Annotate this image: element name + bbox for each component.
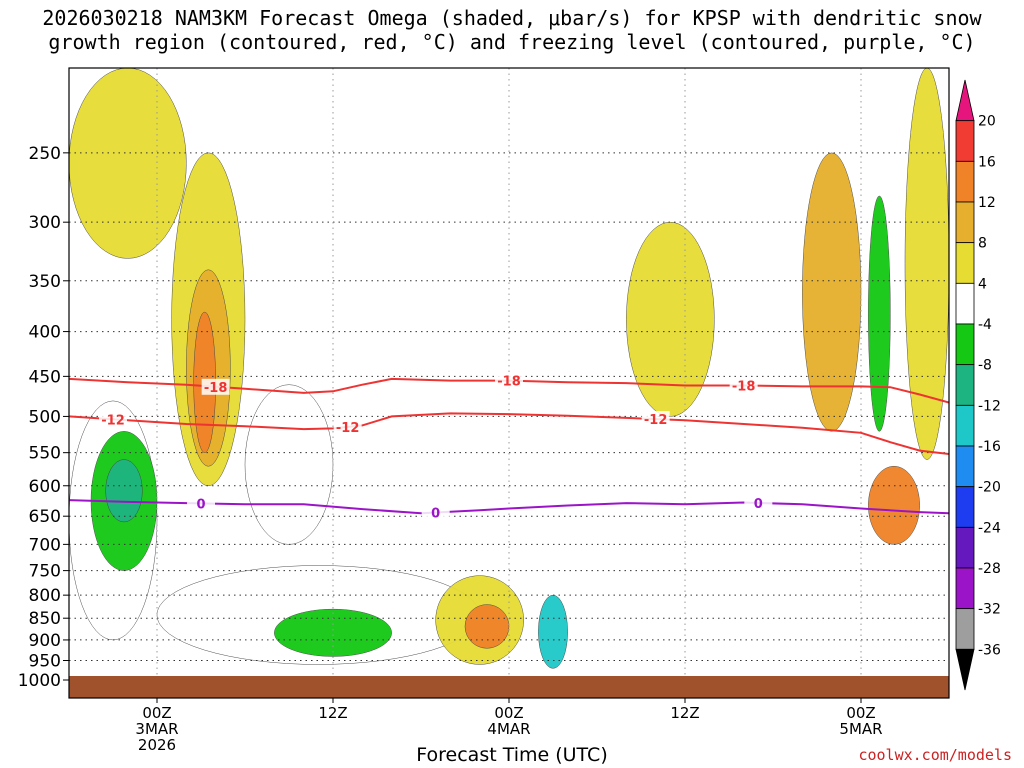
colorbar-label--36: -36 bbox=[978, 642, 1001, 658]
x-tick-label-54-1: 5MAR bbox=[839, 720, 882, 738]
colorbar-label-12: 12 bbox=[978, 195, 996, 211]
x-tick-label-30-0: 00Z bbox=[494, 704, 523, 722]
colorbar-box-4 bbox=[955, 242, 975, 284]
omega-region-0 bbox=[69, 68, 187, 259]
contour-label-bg-0-1 bbox=[495, 372, 523, 389]
x-tick-label-6-0: 00Z bbox=[142, 704, 171, 722]
omega-region-15 bbox=[868, 195, 891, 432]
colorbar-arrow-bottom bbox=[955, 648, 975, 691]
y-tick-label-450: 450 bbox=[29, 367, 61, 387]
colorbar-box-3 bbox=[955, 201, 975, 244]
y-tick-label-750: 750 bbox=[29, 562, 61, 582]
omega-region-6 bbox=[105, 459, 143, 523]
colorbar-label--28: -28 bbox=[978, 561, 1001, 577]
y-tick-label-850: 850 bbox=[29, 609, 61, 629]
x-tick-label-6-2: 2026 bbox=[138, 736, 176, 754]
x-tick-label-30-1: 4MAR bbox=[487, 720, 530, 738]
colorbar-box-8 bbox=[955, 404, 975, 447]
colorbar-box-12 bbox=[955, 567, 975, 610]
contour-label-bg-2-2 bbox=[744, 494, 773, 511]
colorbar-label--24: -24 bbox=[978, 520, 1001, 536]
x-axis-title: Forecast Time (UTC) bbox=[416, 744, 608, 766]
colorbar-box-7 bbox=[955, 364, 975, 406]
y-tick-label-400: 400 bbox=[29, 323, 61, 343]
contour-label-2-0: 0 bbox=[196, 497, 205, 512]
colorbar-label-20: 20 bbox=[978, 114, 996, 130]
colorbar-label-4: 4 bbox=[978, 276, 987, 292]
contour-line-1 bbox=[69, 412, 949, 455]
colorbar-box-9 bbox=[955, 445, 975, 488]
y-tick-label-300: 300 bbox=[29, 213, 61, 233]
colorbar-label--16: -16 bbox=[978, 439, 1001, 455]
colorbar-box-2 bbox=[955, 160, 975, 203]
omega-region-7 bbox=[244, 384, 334, 545]
colorbar-label--20: -20 bbox=[978, 480, 1001, 496]
contour-label-2-1: 0 bbox=[431, 507, 440, 522]
contour-label-bg-1-2 bbox=[641, 411, 670, 428]
y-axis: 2503003504004505005506006507007508008509… bbox=[18, 144, 69, 691]
y-tick-label-900: 900 bbox=[29, 631, 61, 651]
chart-title-line1: 2026030218 NAM3KM Forecast Omega (shaded… bbox=[42, 6, 982, 30]
x-tick-label-42-0: 12Z bbox=[670, 704, 699, 722]
ground-layer bbox=[69, 676, 949, 698]
contour-label-bg-1-1 bbox=[333, 418, 362, 435]
isotherm-contours: -18 -18 -18 -12 -12 -12 0 0 0 bbox=[69, 372, 949, 522]
colorbar-label-16: 16 bbox=[978, 154, 996, 170]
x-tick-label-54-0: 00Z bbox=[846, 704, 875, 722]
contour-label-0-2: -18 bbox=[732, 380, 756, 395]
omega-region-16 bbox=[868, 466, 920, 545]
omega-region-14 bbox=[802, 152, 862, 432]
y-tick-label-800: 800 bbox=[29, 586, 61, 606]
omega-region-9 bbox=[274, 608, 392, 657]
contour-label-0-0: -18 bbox=[204, 381, 228, 396]
y-tick-label-250: 250 bbox=[29, 144, 61, 164]
colorbar-label--8: -8 bbox=[978, 358, 992, 374]
chart-title-line2: growth region (contoured, red, °C) and f… bbox=[48, 30, 976, 54]
colorbar-box-1 bbox=[955, 120, 975, 162]
y-tick-label-950: 950 bbox=[29, 651, 61, 671]
contour-label-1-2: -12 bbox=[644, 413, 668, 428]
x-tick-label-6-1: 3MAR bbox=[135, 720, 178, 738]
contour-label-bg-2-0 bbox=[187, 495, 215, 512]
y-tick-label-700: 700 bbox=[29, 535, 61, 555]
contour-label-bg-0-2 bbox=[729, 377, 758, 394]
contour-label-1-0: -12 bbox=[101, 413, 125, 428]
y-tick-label-500: 500 bbox=[29, 407, 61, 427]
x-tick-label-18-0: 12Z bbox=[318, 704, 347, 722]
contour-label-1-1: -12 bbox=[336, 421, 360, 436]
colorbar-label--32: -32 bbox=[978, 602, 1001, 618]
omega-region-13 bbox=[626, 221, 715, 417]
colorbar-box-5 bbox=[955, 282, 975, 325]
site-credit[interactable]: coolwx.com/models bbox=[858, 746, 1012, 764]
colorbar-box-10 bbox=[955, 486, 975, 528]
y-tick-label-650: 650 bbox=[29, 507, 61, 527]
ground-strip bbox=[69, 676, 949, 698]
omega-region-11 bbox=[464, 604, 510, 649]
contour-label-0-1: -18 bbox=[497, 375, 521, 390]
omega-region-17 bbox=[904, 68, 949, 460]
y-tick-label-1000: 1000 bbox=[18, 671, 61, 691]
y-tick-label-350: 350 bbox=[29, 272, 61, 292]
colorbar-box-11 bbox=[955, 526, 975, 569]
colorbar: 20 16 12 8 4 -4 -8 -12 -16 -20 -24 -28 -32 -36 bbox=[955, 79, 1001, 691]
colorbar-box-13 bbox=[955, 608, 975, 650]
colorbar-label--12: -12 bbox=[978, 398, 1001, 414]
contour-line-2 bbox=[69, 499, 949, 515]
colorbar-arrow-top bbox=[955, 79, 975, 122]
contour-label-bg-0-0 bbox=[201, 378, 230, 395]
contour-label-bg-2-1 bbox=[421, 504, 450, 521]
y-tick-label-550: 550 bbox=[29, 444, 61, 464]
omega-shading bbox=[69, 68, 949, 669]
y-tick-label-600: 600 bbox=[29, 477, 61, 497]
colorbar-label-8: 8 bbox=[978, 236, 987, 252]
contour-label-bg-1-0 bbox=[99, 411, 127, 428]
colorbar-box-6 bbox=[955, 323, 975, 366]
omega-region-12 bbox=[538, 594, 568, 669]
contour-label-2-2: 0 bbox=[754, 497, 763, 512]
colorbar-label--4: -4 bbox=[978, 317, 992, 333]
